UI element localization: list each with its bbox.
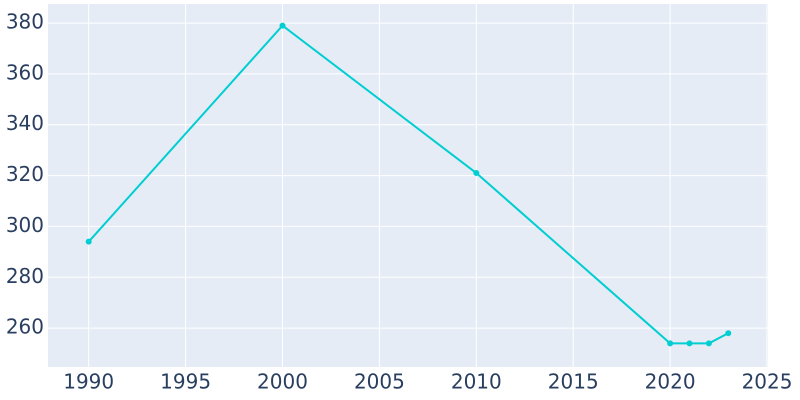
- y-tick-label: 300: [6, 213, 44, 237]
- x-tick-label: 2015: [548, 370, 599, 394]
- x-tick-label: 2010: [451, 370, 502, 394]
- x-tick-label: 2020: [645, 370, 696, 394]
- x-tick-label: 1995: [160, 370, 211, 394]
- x-tick-label: 1990: [63, 370, 114, 394]
- y-tick-label: 380: [6, 10, 44, 34]
- y-tick-label: 340: [6, 111, 44, 135]
- point: [667, 340, 674, 347]
- plot-background: [48, 4, 768, 367]
- y-tick-label: 360: [6, 60, 44, 84]
- point: [473, 170, 480, 177]
- x-tick-label: 2025: [742, 370, 793, 394]
- y-tick-label: 260: [6, 315, 44, 339]
- point: [85, 238, 92, 245]
- y-tick-label: 320: [6, 162, 44, 186]
- x-tick-label: 2005: [354, 370, 405, 394]
- y-tick-label: 280: [6, 264, 44, 288]
- point: [686, 340, 693, 347]
- point: [725, 330, 732, 337]
- x-tick-label: 2000: [257, 370, 308, 394]
- point: [705, 340, 712, 347]
- point: [279, 22, 286, 29]
